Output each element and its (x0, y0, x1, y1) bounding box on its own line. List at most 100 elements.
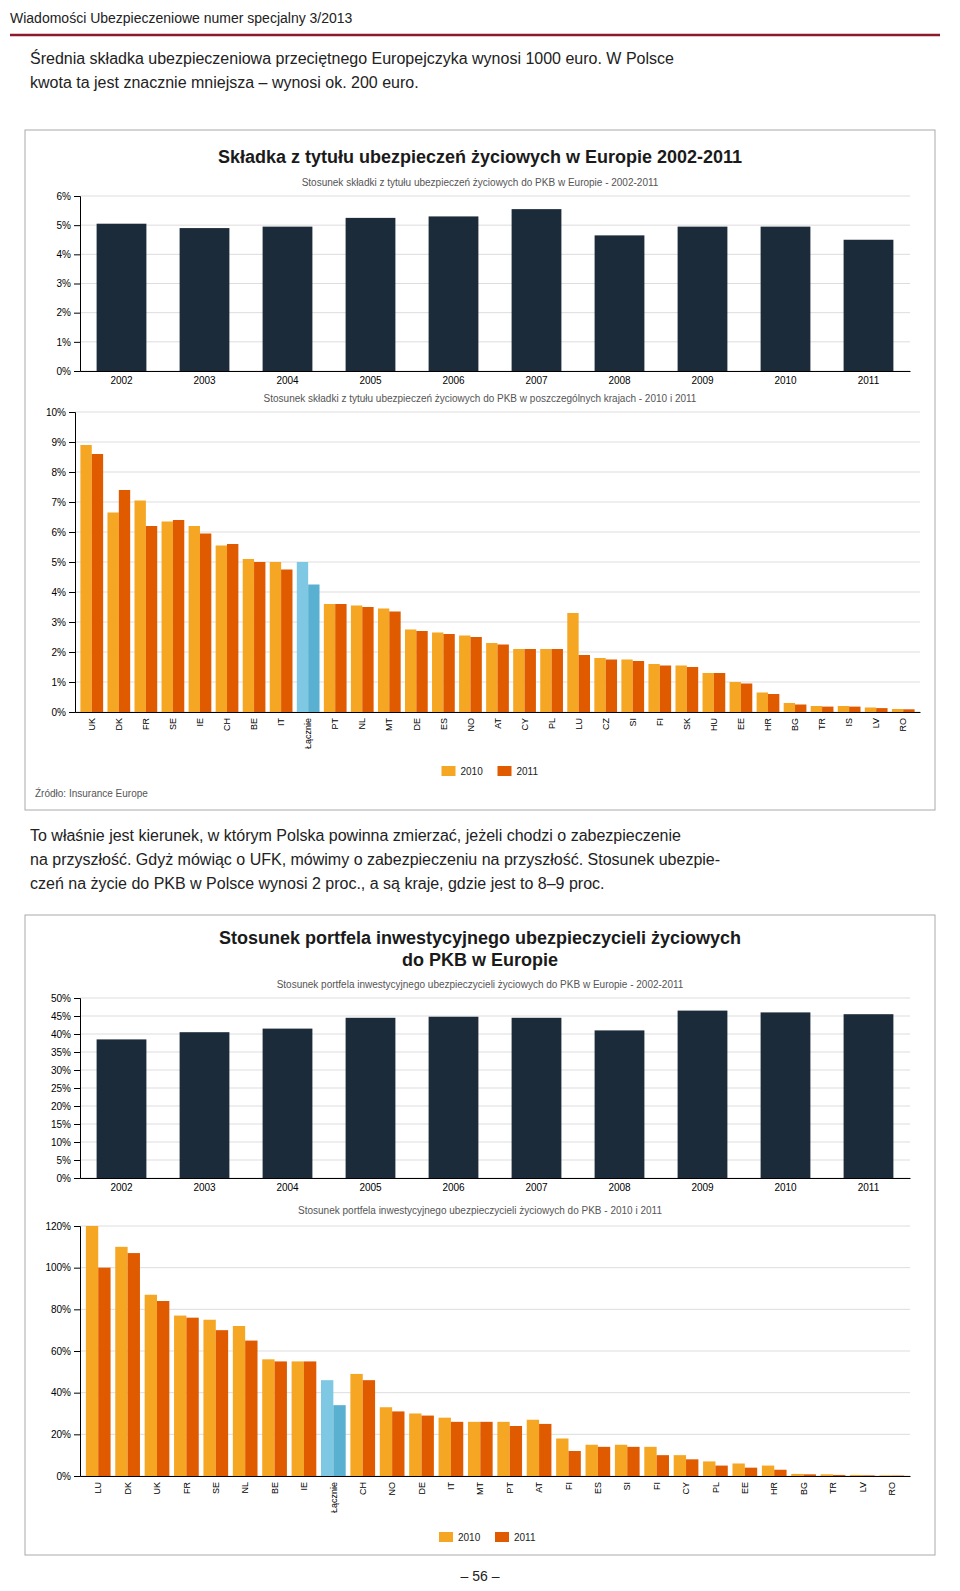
header-rule (10, 34, 940, 37)
x-tick-label: EE (736, 718, 746, 730)
y-tick-mark (69, 652, 75, 653)
panel-box (25, 130, 935, 810)
y-tick: 10% (51, 1137, 80, 1148)
x-tick: FR (141, 712, 151, 730)
x-tick-label: 2002 (110, 1182, 133, 1193)
x-axis-line (81, 1178, 911, 1179)
x-tick-label: 2005 (359, 375, 382, 386)
x-tick-label: 2009 (691, 1182, 714, 1193)
x-tick: 2002 (110, 371, 133, 386)
x-tick: BG (790, 712, 800, 731)
y-tick-label: 100% (45, 1262, 71, 1273)
bar (768, 694, 779, 712)
bar (579, 655, 590, 712)
x-tick: NL (240, 1476, 250, 1494)
x-tick-label: IE (299, 1482, 309, 1491)
x-tick: TR (828, 1476, 838, 1494)
y-tick-mark (74, 1142, 80, 1143)
y-tick-mark (74, 225, 80, 226)
x-tick-label: TR (817, 718, 827, 730)
x-tick: PL (547, 712, 557, 729)
y-tick-label: 0% (57, 1471, 72, 1482)
y-tick: 35% (51, 1047, 80, 1058)
x-tick: PT (330, 712, 340, 730)
y-tick-label: 50% (51, 993, 71, 1004)
bar (512, 209, 562, 371)
grid-line (80, 998, 910, 999)
bar (606, 660, 617, 713)
y-tick: 100% (45, 1262, 80, 1273)
body-text: Średnia składka ubezpieczeniowa przecięt… (30, 49, 674, 91)
y-tick-mark (74, 1226, 80, 1227)
y-tick-mark (69, 532, 75, 533)
bar (405, 630, 416, 713)
y-tick: 120% (45, 1221, 80, 1232)
bar (333, 1405, 345, 1476)
x-axis-line (81, 371, 911, 372)
x-tick-label: CY (520, 718, 530, 731)
y-axis: 0%1%2%3%4%5%6%7%8%9%10% (46, 407, 76, 718)
bar (128, 1253, 140, 1476)
x-tick: IE (299, 1476, 309, 1491)
bar (741, 684, 752, 713)
x-tick: SE (211, 1476, 221, 1494)
y-tick-label: 35% (51, 1047, 71, 1058)
bar (674, 1455, 686, 1476)
chart: Stosunek portfela inwestycyjnego ubezpie… (45, 1205, 910, 1543)
bar (162, 522, 173, 713)
x-tick-label: 2006 (442, 1182, 465, 1193)
bar (762, 1466, 774, 1476)
bar (595, 235, 645, 371)
chart-subtitle-line: Stosunek portfela inwestycyjnego ubezpie… (298, 1205, 662, 1216)
bar (552, 649, 563, 712)
y-tick-mark (74, 1016, 80, 1017)
x-tick-label: 2002 (110, 375, 133, 386)
x-tick: ES (439, 712, 449, 730)
grid-line (80, 225, 910, 226)
bar (422, 1416, 434, 1476)
bar (451, 1422, 463, 1476)
bar (389, 612, 400, 713)
x-tick: CY (681, 1476, 691, 1495)
bar (486, 643, 497, 712)
x-tick-label: BE (249, 718, 259, 730)
x-tick: ES (593, 1476, 603, 1494)
chart-title: Stosunek portfela inwestycyjnego ubezpie… (219, 928, 741, 970)
y-axis-line (74, 197, 81, 372)
x-tick-label: NO (466, 718, 476, 732)
bar (892, 709, 903, 712)
x-axis: 2002200320042005200620072008200920102011 (81, 1178, 911, 1193)
x-tick-label: 2010 (774, 375, 797, 386)
x-tick-label: DE (412, 718, 422, 731)
x-tick: 2003 (193, 371, 216, 386)
x-tick: DE (412, 712, 422, 731)
x-tick-label: IS (844, 718, 854, 727)
bar (254, 562, 265, 712)
x-tick-label: 2007 (525, 375, 548, 386)
x-tick-label: PL (711, 1482, 721, 1493)
y-tick: 40% (51, 1387, 80, 1398)
y-tick-mark (74, 1106, 80, 1107)
y-tick-mark (74, 1160, 80, 1161)
x-tick-label: PT (505, 1482, 515, 1494)
y-tick: 1% (57, 337, 80, 348)
y-tick: 4% (57, 249, 80, 260)
bar (774, 1470, 786, 1476)
bar (227, 544, 238, 712)
chart-subtitle: Stosunek portfela inwestycyjnego ubezpie… (298, 1205, 662, 1216)
x-tick-label: LV (871, 718, 881, 728)
chart-subtitle-line: Stosunek portfela inwestycyjnego ubezpie… (277, 979, 684, 990)
x-tick-label: 2008 (608, 375, 631, 386)
x-tick-label: 2007 (525, 1182, 548, 1193)
bar (97, 224, 147, 371)
x-tick: DK (114, 712, 124, 731)
bar (443, 634, 454, 712)
bar (233, 1326, 245, 1476)
y-tick-label: 4% (57, 249, 72, 260)
x-tick-label: FR (182, 1482, 192, 1494)
bar (594, 658, 605, 712)
y-tick: 80% (51, 1304, 80, 1315)
bar (903, 709, 914, 712)
x-tick-label: 2003 (193, 375, 216, 386)
bar (556, 1439, 568, 1477)
